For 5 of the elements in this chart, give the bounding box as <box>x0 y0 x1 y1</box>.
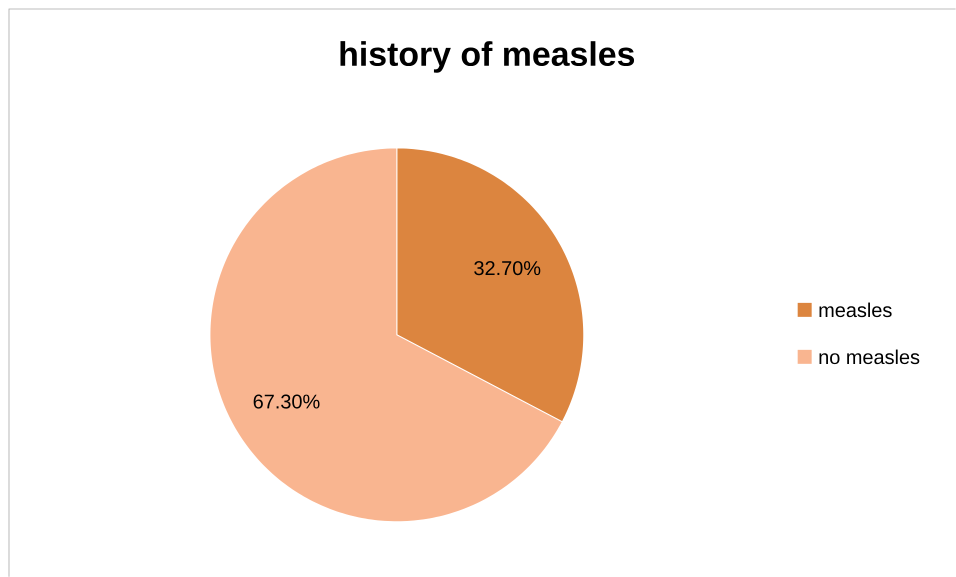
legend-label: measles <box>820 302 892 318</box>
data-label: 32.70% <box>474 261 540 276</box>
data-label: 67.30% <box>254 394 320 409</box>
legend-label: no measles <box>820 349 920 364</box>
chart-title: history of measles <box>340 41 634 73</box>
